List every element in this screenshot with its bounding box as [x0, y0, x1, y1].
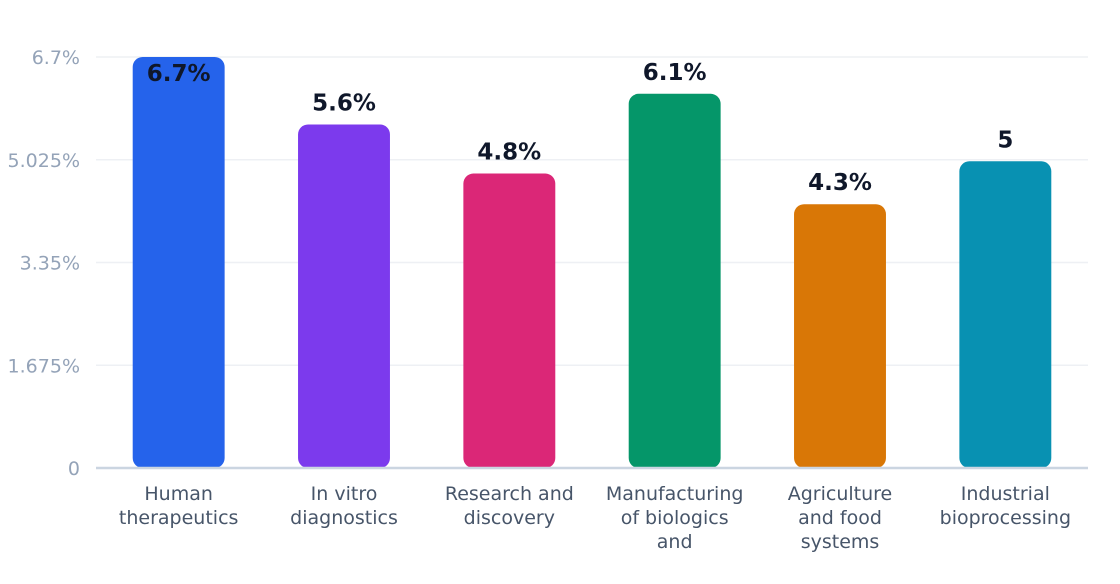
bars — [132, 57, 1052, 469]
x-tick-line: Industrial — [961, 483, 1050, 505]
x-tick-label: Industrial bioprocessing — [940, 483, 1071, 529]
y-tick-label: 0 — [68, 458, 80, 480]
x-tick-line: and food — [798, 507, 882, 529]
x-tick-line: Manufacturing — [606, 483, 744, 505]
data-label: 5.6% — [312, 90, 376, 116]
data-label: 5 — [997, 127, 1013, 153]
bar — [959, 161, 1052, 469]
x-tick-line: Human — [144, 483, 213, 505]
y-axis-ticks: 0 1.675% 3.35% 5.025% 6.7% — [8, 47, 80, 480]
x-tick-line: systems — [801, 531, 880, 553]
data-label: 6.1% — [643, 60, 707, 86]
x-tick-label: In vitro diagnostics — [290, 483, 398, 529]
y-tick-label: 3.35% — [20, 253, 80, 275]
x-tick-label: Research and discovery — [445, 483, 574, 529]
grid-lines — [96, 56, 1088, 366]
x-tick-line: discovery — [464, 507, 555, 529]
data-label: 6.7% — [147, 61, 211, 87]
y-tick-label: 1.675% — [8, 355, 80, 377]
x-tick-line: of biologics — [621, 507, 729, 529]
bar — [132, 57, 225, 468]
x-tick-line: In vitro — [311, 483, 378, 505]
bar — [628, 93, 721, 468]
bar — [794, 204, 886, 468]
x-tick-label: Agriculture and food systems — [788, 483, 893, 553]
x-tick-line: therapeutics — [119, 507, 239, 529]
x-tick-line: Research and — [445, 483, 574, 505]
x-tick-label: Manufacturing of biologics and — [606, 483, 744, 553]
data-label: 4.8% — [477, 140, 541, 166]
x-tick-label: Human therapeutics — [119, 483, 239, 529]
x-tick-line: and — [657, 531, 693, 553]
y-tick-label: 6.7% — [32, 47, 80, 69]
bar — [463, 173, 556, 468]
x-tick-line: Agriculture — [788, 483, 893, 505]
x-tick-line: bioprocessing — [940, 507, 1071, 529]
data-label: 4.3% — [808, 170, 872, 196]
y-tick-label: 5.025% — [8, 150, 80, 172]
bar — [298, 124, 390, 469]
x-tick-line: diagnostics — [290, 507, 398, 529]
x-axis-ticks: Human therapeutics In vitro diagnostics Rese… — [119, 483, 1071, 553]
value-labels: 6.7% 5.6% 4.8% 6.1% 4.3% 5 — [147, 60, 1014, 196]
